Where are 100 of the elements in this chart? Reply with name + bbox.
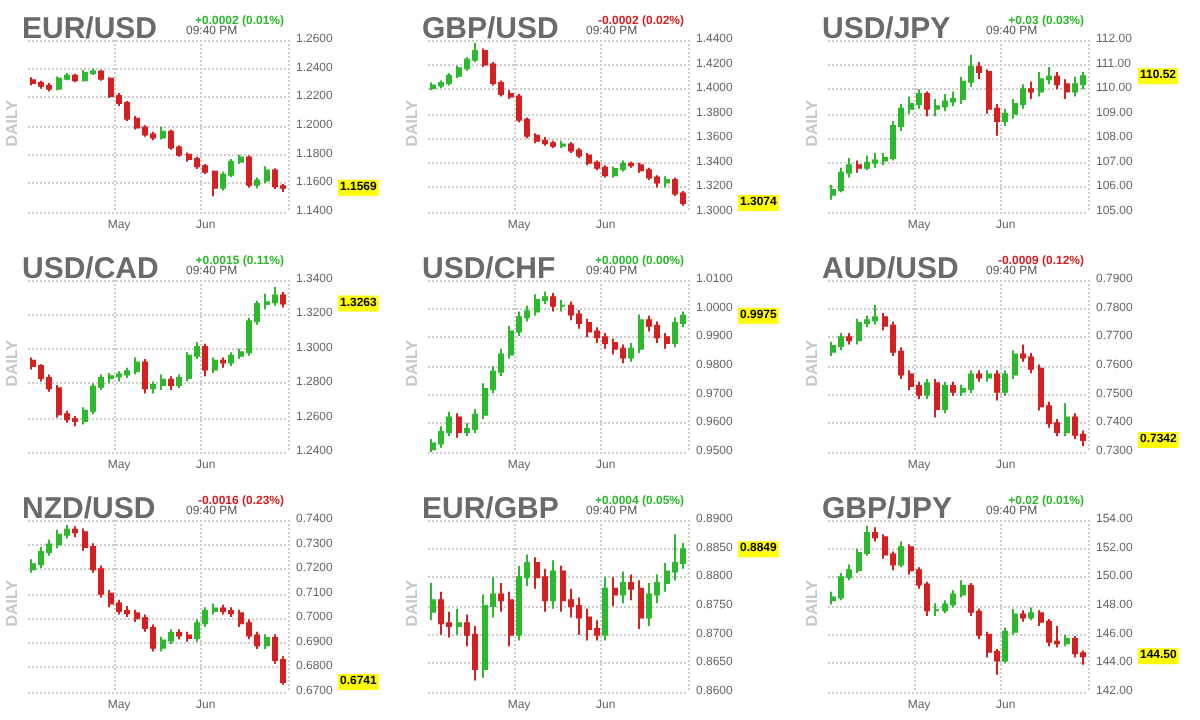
candlestick <box>438 79 444 89</box>
candlestick <box>124 366 130 380</box>
candlestick <box>628 160 634 169</box>
candlestick <box>542 136 548 147</box>
candlestick <box>150 623 156 653</box>
candlestick <box>264 165 270 185</box>
candlestick <box>856 159 862 174</box>
candlestick <box>1054 70 1060 91</box>
candlestick <box>976 61 982 81</box>
candlestick <box>438 590 444 636</box>
candlestick <box>64 71 70 82</box>
candlestick <box>56 75 62 92</box>
candlestick <box>264 633 270 650</box>
candlestick <box>612 165 618 179</box>
candlestick <box>568 300 574 322</box>
candlestick <box>150 130 156 142</box>
candlestick <box>898 540 904 569</box>
candlestick <box>254 176 260 190</box>
candlestick <box>108 76 114 100</box>
chart-title: AUD/USD <box>822 252 959 286</box>
candlestick <box>30 76 36 87</box>
candlestick <box>594 159 600 172</box>
candlestick <box>186 151 192 163</box>
candlestick <box>1054 625 1060 649</box>
candlestick <box>942 380 948 415</box>
candlestick <box>176 373 182 390</box>
candlestick <box>1002 107 1008 127</box>
candlestick <box>950 90 956 108</box>
candlestick <box>620 570 626 605</box>
candlestick <box>872 303 878 326</box>
candlestick <box>612 576 618 607</box>
candlestick <box>124 99 130 122</box>
candlestick <box>560 139 566 150</box>
candlestick <box>1072 75 1078 98</box>
candlestick <box>672 316 678 349</box>
candlestick <box>950 380 956 398</box>
candlestick <box>212 602 218 616</box>
candlestick <box>508 590 514 648</box>
candlestick <box>246 154 252 189</box>
candlestick <box>220 356 226 369</box>
candlestick <box>1028 80 1034 100</box>
candlestick <box>672 176 678 198</box>
candlestick <box>1012 349 1018 380</box>
candlestick <box>202 162 208 176</box>
candlestick <box>976 369 982 383</box>
candlestick <box>534 132 540 145</box>
candlestick <box>72 414 78 428</box>
candlestick <box>108 371 114 385</box>
candlestick <box>498 582 504 613</box>
candlestick <box>550 559 556 610</box>
candlestick <box>864 154 870 172</box>
candlestick <box>82 69 88 83</box>
candlestick <box>1046 617 1052 648</box>
candlestick <box>38 546 44 569</box>
candlestick <box>628 342 634 363</box>
candlestick <box>116 598 122 616</box>
candlestick <box>586 607 592 642</box>
candlestick <box>456 412 462 439</box>
candlestick <box>246 618 252 641</box>
candlestick <box>430 582 436 622</box>
candlestick <box>594 326 600 345</box>
candlestick <box>1028 352 1034 375</box>
candlestick <box>576 309 582 330</box>
candlestick <box>924 90 930 118</box>
candlestick <box>908 95 914 115</box>
candlestick <box>838 572 844 602</box>
candlestick <box>968 369 974 395</box>
candlestick <box>212 356 218 374</box>
candlestick <box>168 128 174 151</box>
candlestick <box>1038 70 1044 98</box>
candlestick <box>838 166 844 194</box>
candlestick <box>160 373 166 392</box>
candlestick <box>986 369 992 383</box>
candlestick <box>212 169 218 198</box>
candlestick <box>202 342 208 378</box>
candlestick <box>846 332 852 346</box>
candlestick <box>142 124 148 138</box>
candlestick <box>228 606 234 619</box>
candlestick <box>994 369 1000 402</box>
chart-title: GBP/USD <box>422 12 560 46</box>
candlestick <box>872 152 878 169</box>
candlestick <box>280 291 286 309</box>
candlestick <box>160 125 166 141</box>
candlestick <box>550 139 556 150</box>
candlestick <box>90 67 96 77</box>
candlestick <box>46 82 52 93</box>
candlestick <box>272 285 278 307</box>
candlestick <box>950 589 956 609</box>
chart-title: EUR/USD <box>22 12 158 46</box>
candlestick <box>228 351 234 367</box>
candlestick <box>664 175 670 189</box>
candlestick <box>620 343 626 365</box>
candlestick <box>472 408 478 435</box>
candlestick <box>586 317 592 339</box>
candlestick <box>134 356 140 376</box>
candlestick <box>872 526 878 543</box>
candlestick <box>916 88 922 110</box>
candlestick <box>1020 609 1026 623</box>
candlestick <box>646 166 652 182</box>
candlestick <box>560 564 566 613</box>
